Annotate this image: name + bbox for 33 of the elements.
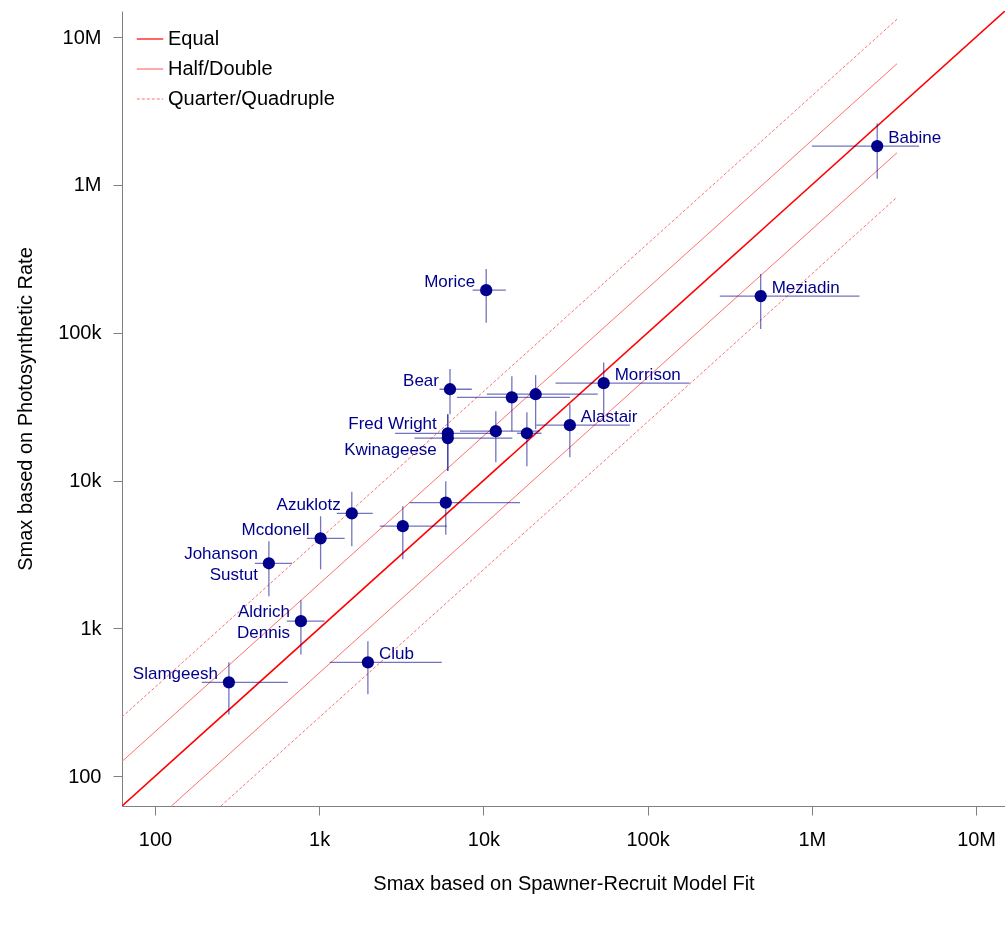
annotation: Azuklotz [276, 495, 341, 515]
y-tick-label: 10k [69, 469, 103, 492]
legend-label: Equal [168, 27, 220, 49]
annotation: Morrison [614, 365, 681, 385]
legend-label: Quarter/Quadruple [168, 87, 335, 109]
annotation: Dennis [236, 623, 290, 643]
y-tick-label: 100 [68, 764, 102, 787]
annotation: Slamgeesh [132, 664, 218, 684]
annotation: Morice [424, 272, 476, 292]
x-tick-label: 100 [138, 827, 173, 850]
y-tick-label: 100k [58, 321, 103, 344]
y-tick-label: 1M [73, 173, 102, 196]
y-tick-label: 10M [62, 25, 102, 48]
x-tick-label: 100k [626, 827, 671, 850]
annotation: Johanson [184, 544, 258, 564]
legend-label: Half/Double [168, 57, 273, 79]
x-axis-title: Smax based on Spawner-Recruit Model Fit [373, 871, 756, 894]
annotation: Meziadin [771, 278, 840, 298]
annotation: Fred Wright [348, 414, 438, 434]
annotation: Alastair [580, 407, 638, 427]
annotation: Aldrich [237, 602, 290, 622]
x-tick-label: 10M [957, 827, 997, 850]
annotation: Babine [888, 128, 942, 148]
annotation: Sustut [209, 565, 259, 585]
annotation: Kwinageese [344, 440, 437, 460]
annotation: Bear [403, 371, 440, 391]
x-tick-label: 1M [798, 827, 827, 850]
x-tick-label: 1k [309, 827, 332, 850]
annotation: Club [378, 644, 414, 664]
x-tick-label: 10k [467, 827, 502, 850]
y-axis-title: Smax based on Photosynthetic Rate [14, 247, 37, 571]
annotation: Mcdonell [241, 520, 310, 540]
y-tick-label: 1k [80, 616, 103, 639]
